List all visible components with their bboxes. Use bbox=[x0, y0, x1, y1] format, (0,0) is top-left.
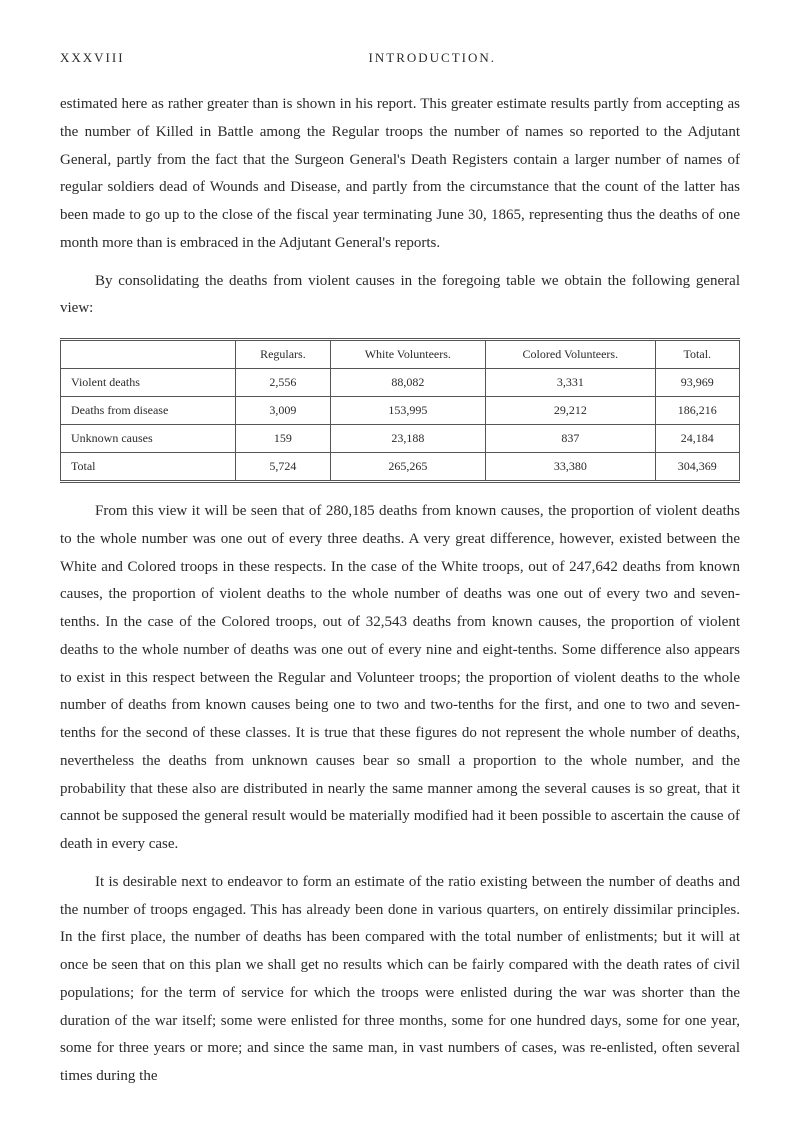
page-number: XXXVIII bbox=[60, 50, 125, 66]
table-header-regulars: Regulars. bbox=[236, 340, 330, 369]
row-regulars: 2,556 bbox=[236, 369, 330, 397]
paragraph-1: estimated here as rather greater than is… bbox=[60, 91, 740, 258]
table-total-row: Total 5,724 265,265 33,380 304,369 bbox=[61, 453, 740, 482]
table-row: Unknown causes 159 23,188 837 24,184 bbox=[61, 425, 740, 453]
table-row: Violent deaths 2,556 88,082 3,331 93,969 bbox=[61, 369, 740, 397]
row-label: Violent deaths bbox=[61, 369, 236, 397]
row-white: 153,995 bbox=[330, 397, 485, 425]
table-header-colored: Colored Volunteers. bbox=[486, 340, 656, 369]
paragraph-4: It is desirable next to endeavor to form… bbox=[60, 869, 740, 1091]
table-row: Deaths from disease 3,009 153,995 29,212… bbox=[61, 397, 740, 425]
row-label: Unknown causes bbox=[61, 425, 236, 453]
table-header-blank bbox=[61, 340, 236, 369]
row-white: 88,082 bbox=[330, 369, 485, 397]
total-regulars: 5,724 bbox=[236, 453, 330, 482]
section-title: INTRODUCTION. bbox=[369, 50, 496, 66]
page-header: XXXVIII INTRODUCTION. bbox=[60, 50, 740, 66]
row-label: Deaths from disease bbox=[61, 397, 236, 425]
total-total: 304,369 bbox=[655, 453, 739, 482]
row-white: 23,188 bbox=[330, 425, 485, 453]
table-header-row: Regulars. White Volunteers. Colored Volu… bbox=[61, 340, 740, 369]
row-regulars: 159 bbox=[236, 425, 330, 453]
total-white: 265,265 bbox=[330, 453, 485, 482]
row-colored: 29,212 bbox=[486, 397, 656, 425]
row-colored: 837 bbox=[486, 425, 656, 453]
row-regulars: 3,009 bbox=[236, 397, 330, 425]
row-total: 186,216 bbox=[655, 397, 739, 425]
deaths-table: Regulars. White Volunteers. Colored Volu… bbox=[60, 338, 740, 483]
total-label: Total bbox=[61, 453, 236, 482]
table-header-white: White Volunteers. bbox=[330, 340, 485, 369]
row-total: 93,969 bbox=[655, 369, 739, 397]
row-total: 24,184 bbox=[655, 425, 739, 453]
table-header-total: Total. bbox=[655, 340, 739, 369]
paragraph-3: From this view it will be seen that of 2… bbox=[60, 498, 740, 859]
paragraph-2: By consolidating the deaths from violent… bbox=[60, 268, 740, 324]
row-colored: 3,331 bbox=[486, 369, 656, 397]
total-colored: 33,380 bbox=[486, 453, 656, 482]
